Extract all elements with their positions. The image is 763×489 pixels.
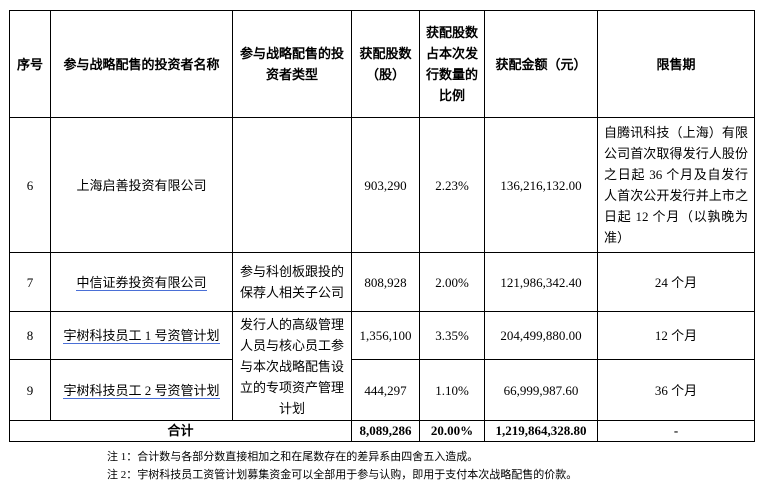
header-cell: 获配金额（元）	[484, 10, 598, 118]
ratio: 2.00%	[419, 252, 485, 312]
investor-name: 上海启善投资有限公司	[50, 117, 233, 253]
header-cell: 参与战略配售的投资者名称	[50, 10, 233, 118]
investor-name-text: 上海启善投资有限公司	[76, 177, 207, 193]
lockup: 自腾讯科技（上海）有限公司首次取得发行人股份之日起 36 个月及自发行人首次公开…	[597, 117, 755, 253]
row-number: 8	[9, 311, 51, 360]
shares: 1,356,100	[351, 311, 420, 360]
row-number: 6	[9, 117, 51, 253]
investor-type: 参与科创板跟投的保荐人相关子公司	[232, 252, 352, 312]
shares: 444,297	[351, 359, 420, 421]
investor-type: 发行人的高级管理人员与核心员工参与本次战略配售设立的专项资产管理计划	[232, 311, 352, 421]
header-cell: 限售期	[597, 10, 755, 118]
row-number: 7	[9, 252, 51, 312]
investor-name-text: 中信证券投资有限公司	[76, 274, 207, 291]
table-row: 7 中信证券投资有限公司 参与科创板跟投的保荐人相关子公司 808,928 2.00% 1…	[9, 252, 755, 312]
total-row: 合计 8,089,286 20.00% 1,219,864,328.80-	[9, 420, 755, 442]
total-ratio: 20.00%	[419, 420, 485, 442]
total-lockup: -	[597, 420, 755, 442]
table-body: 6 上海启善投资有限公司 903,290 2.23% 136,216,132.00 自腾讯…	[9, 117, 755, 442]
header-cell: 序号	[9, 10, 51, 118]
note: 注 1：合计数与各部分数直接相加之和在尾数存在的差异系由四舍五入造成。	[107, 451, 479, 463]
amount: 66,999,987.60	[484, 359, 598, 421]
header-cell: 参与战略配售的投资者类型	[232, 10, 352, 118]
lockup: 24 个月	[597, 252, 755, 312]
table-row: 8 宇树科技员工 1 号资管计划 发行人的高级管理人员与核心员工参与本次战略配售设立…	[9, 311, 755, 421]
total-shares: 8,089,286	[351, 420, 420, 442]
lockup: 36 个月	[597, 359, 755, 421]
ratio: 1.10%	[419, 359, 485, 421]
total-amount: 1,219,864,328.80	[484, 420, 598, 442]
notes: 注 1：合计数与各部分数直接相加之和在尾数存在的差异系由四舍五入造成。注 2：宇…	[107, 448, 577, 484]
amount: 121,986,342.40	[484, 252, 598, 312]
amount: 204,499,880.00	[484, 311, 598, 360]
header-cell: 获配股数占本次发行数量的比例	[419, 10, 485, 118]
investor-name: 中信证券投资有限公司	[50, 252, 233, 312]
shares: 808,928	[351, 252, 420, 312]
ratio: 2.23%	[419, 117, 485, 253]
header-row: 序号 参与战略配售的投资者名称 参与战略配售的投资者类型 获配股数（股） 获配股数占本次…	[9, 10, 755, 118]
note: 注 2：宇树科技员工资管计划募集资金可以全部用于参与认购，即用于支付本次战略配售…	[107, 469, 578, 481]
ratio: 3.35%	[419, 311, 485, 360]
allocation-table: 序号 参与战略配售的投资者名称 参与战略配售的投资者类型 获配股数（股） 获配股数占本次…	[9, 10, 755, 442]
investor-name: 宇树科技员工 1 号资管计划	[50, 311, 233, 360]
row-number: 9	[9, 359, 51, 421]
investor-type	[232, 117, 352, 253]
table-row: 6 上海启善投资有限公司 903,290 2.23% 136,216,132.00 自腾讯…	[9, 117, 755, 253]
shares: 903,290	[351, 117, 420, 253]
total-label: 合计	[9, 420, 352, 442]
investor-name-text: 宇树科技员工 2 号资管计划	[63, 382, 220, 399]
amount: 136,216,132.00	[484, 117, 598, 253]
lockup: 12 个月	[597, 311, 755, 360]
header-cell: 获配股数（股）	[351, 10, 420, 118]
investor-name-text: 宇树科技员工 1 号资管计划	[63, 328, 220, 344]
investor-name: 宇树科技员工 2 号资管计划	[50, 359, 233, 421]
table-row: 9 宇树科技员工 2 号资管计划 444,297 1.10% 66,999,987.60…	[9, 359, 755, 421]
